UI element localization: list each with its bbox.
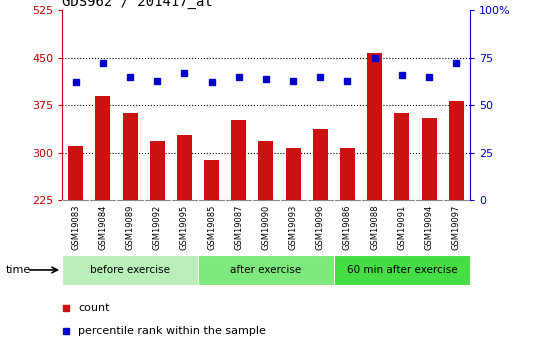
Bar — [340, 148, 355, 200]
Bar — [259, 141, 273, 200]
Text: GSM19091: GSM19091 — [397, 205, 406, 250]
Text: GSM19086: GSM19086 — [343, 205, 352, 250]
Bar — [198, 255, 334, 285]
Bar — [367, 53, 382, 200]
Text: GSM19083: GSM19083 — [71, 205, 80, 250]
Text: GSM19093: GSM19093 — [288, 205, 298, 250]
Text: GSM19089: GSM19089 — [126, 205, 134, 250]
Text: GSM19084: GSM19084 — [98, 205, 107, 250]
Text: before exercise: before exercise — [90, 265, 170, 275]
Text: GSM19085: GSM19085 — [207, 205, 216, 250]
Text: 60 min after exercise: 60 min after exercise — [347, 265, 457, 275]
Bar — [394, 114, 409, 200]
Text: GSM19097: GSM19097 — [451, 205, 461, 250]
Bar — [96, 96, 110, 200]
Text: GSM19088: GSM19088 — [370, 205, 379, 250]
Text: GSM19087: GSM19087 — [234, 205, 243, 250]
Text: count: count — [78, 303, 110, 313]
Bar — [150, 141, 165, 200]
Bar — [68, 146, 83, 200]
Text: GSM19095: GSM19095 — [180, 205, 189, 250]
Bar — [204, 160, 219, 200]
Bar — [449, 101, 464, 200]
Text: GSM19092: GSM19092 — [153, 205, 162, 250]
Bar — [231, 120, 246, 200]
Text: GDS962 / 201417_at: GDS962 / 201417_at — [62, 0, 213, 9]
Text: GSM19094: GSM19094 — [424, 205, 434, 250]
Text: time: time — [5, 265, 31, 275]
Bar — [286, 148, 301, 200]
Bar — [177, 135, 192, 200]
Bar — [313, 129, 328, 200]
Bar — [422, 118, 436, 200]
Bar — [334, 255, 470, 285]
Text: after exercise: after exercise — [231, 265, 301, 275]
Text: GSM19096: GSM19096 — [316, 205, 325, 250]
Text: percentile rank within the sample: percentile rank within the sample — [78, 326, 266, 335]
Text: GSM19090: GSM19090 — [261, 205, 271, 250]
Bar — [62, 255, 198, 285]
Bar — [123, 114, 138, 200]
